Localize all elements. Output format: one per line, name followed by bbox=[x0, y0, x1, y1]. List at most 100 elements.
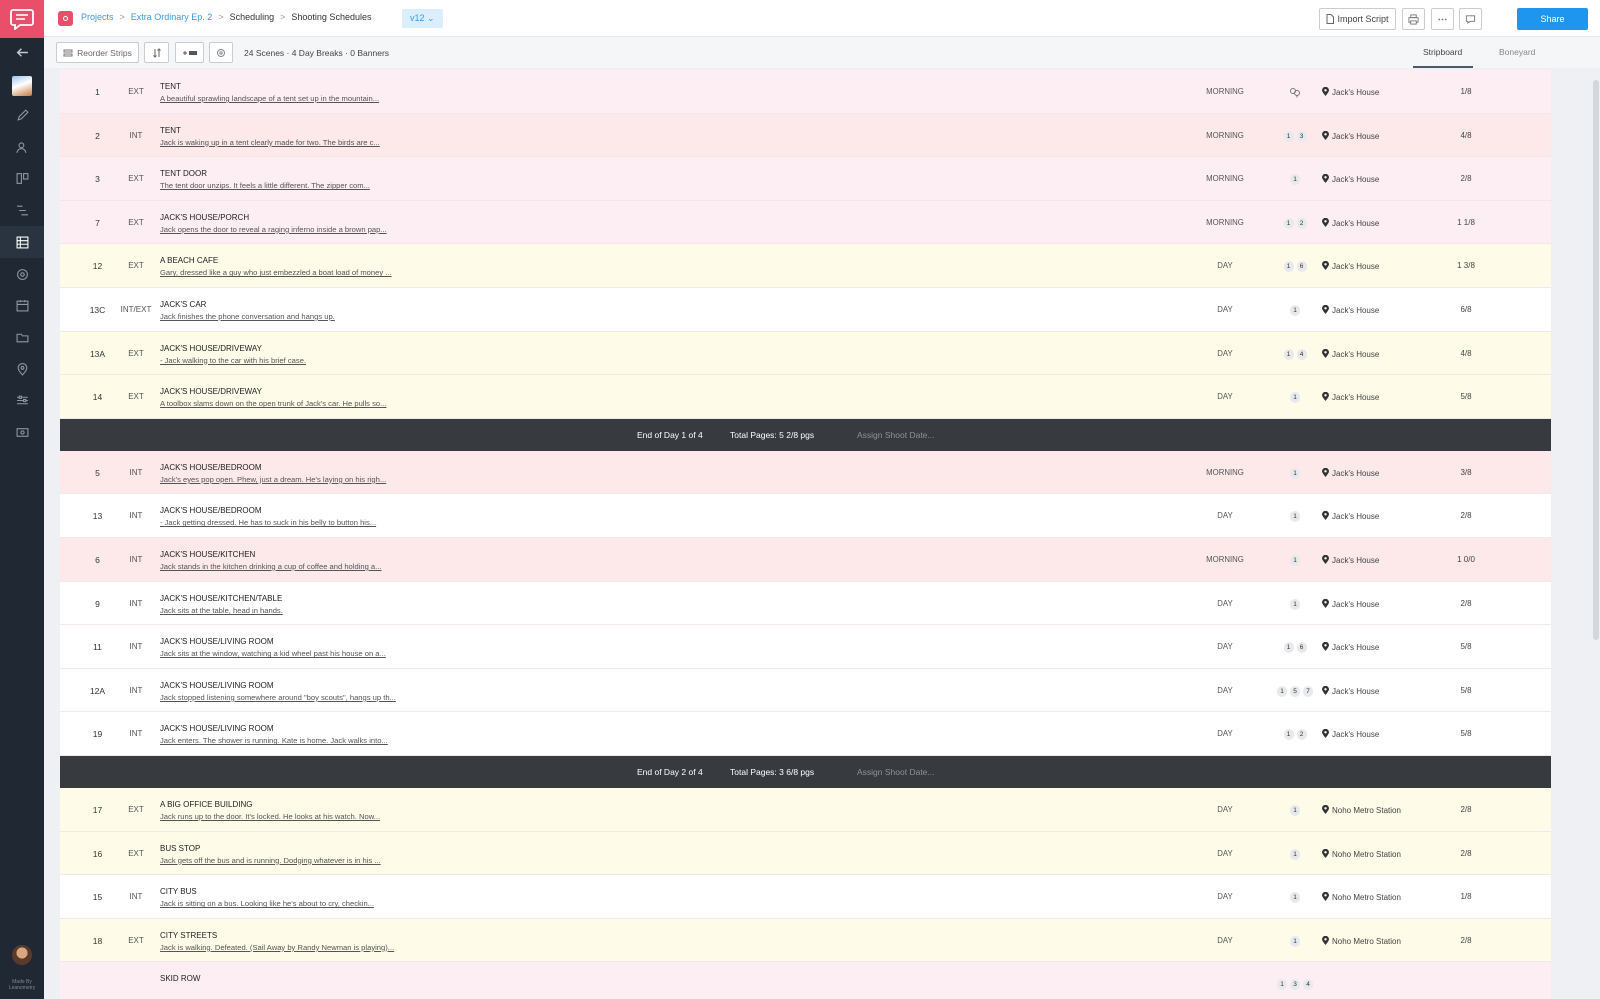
scene-strip[interactable]: 12 EXT A BEACH CAFE Gary, dressed like a gu… bbox=[60, 244, 1551, 288]
scene-description[interactable]: A beautiful sprawling landscape of a ten… bbox=[160, 94, 380, 103]
scene-strip[interactable]: 17 EXT A BIG OFFICE BUILDING Jack runs up t… bbox=[60, 787, 1551, 832]
scene-description[interactable]: Gary, dressed like a guy who just embezz… bbox=[160, 268, 392, 278]
add-day-break-button[interactable] bbox=[175, 42, 204, 63]
sort-button[interactable] bbox=[144, 42, 169, 63]
scene-strip[interactable]: 13A EXT JACK'S HOUSE/DRIVEWAY - Jack walkin… bbox=[60, 331, 1551, 376]
cast-badge[interactable]: 1 bbox=[1290, 554, 1300, 566]
cast-badge[interactable]: 1 bbox=[1283, 217, 1294, 229]
scene-description[interactable]: Jack finishes the phone conversation and… bbox=[160, 311, 335, 321]
gear-icon[interactable] bbox=[0, 258, 44, 290]
scene-strip[interactable]: 3 EXT TENT DOOR The tent door unzips. It fe… bbox=[60, 157, 1551, 201]
storyboard-icon[interactable] bbox=[0, 162, 44, 194]
scene-description[interactable]: Jack sits at the table, head in hands. bbox=[160, 605, 283, 615]
cast-badge[interactable]: 1 bbox=[1290, 511, 1300, 523]
scene-description[interactable]: Jack opens the door to reveal a raging i… bbox=[160, 224, 387, 234]
scene-description[interactable]: Jack is sitting on a bus. Looking like h… bbox=[160, 899, 375, 909]
scene-description[interactable]: A toolbox slams down on the open trunk o… bbox=[160, 399, 387, 409]
cast-badge[interactable]: 2 bbox=[1296, 729, 1307, 741]
breakdown-icon[interactable] bbox=[0, 194, 44, 226]
cast-badge[interactable]: 1 bbox=[1277, 979, 1287, 991]
cast-badge[interactable]: 6 bbox=[1296, 261, 1307, 273]
scene-description[interactable]: Jack enters. The shower is running. Kate… bbox=[160, 736, 388, 746]
reorder-strips-button[interactable]: Reorder Strips bbox=[56, 42, 139, 63]
day-break-banner[interactable]: End of Day 2 of 4 Total Pages: 3 6/8 pgs A… bbox=[60, 755, 1551, 788]
cast-badge[interactable]: 1 bbox=[1290, 892, 1300, 904]
sliders-icon[interactable] bbox=[0, 384, 44, 416]
tab-stripboard[interactable]: Stripboard bbox=[1423, 47, 1463, 57]
assign-shoot-date-link[interactable]: Assign Shoot Date... bbox=[857, 429, 935, 440]
cast-badge[interactable]: 3 bbox=[1290, 979, 1300, 991]
cast-badge[interactable]: 1 bbox=[1290, 804, 1300, 816]
scene-description[interactable]: - Jack getting dressed. He has to suck i… bbox=[160, 518, 377, 528]
project-thumbnail[interactable] bbox=[12, 76, 32, 96]
scene-description[interactable]: Jack is waking up in a tent clearly made… bbox=[160, 137, 380, 147]
cast-badge[interactable]: 1 bbox=[1283, 642, 1294, 654]
scene-strip[interactable]: 15 INT CITY BUS Jack is sitting on a bus. L… bbox=[60, 875, 1551, 919]
cast-badge[interactable]: 1 bbox=[1290, 598, 1300, 610]
scene-strip[interactable]: 14 EXT JACK'S HOUSE/DRIVEWAY A toolbox slam… bbox=[60, 375, 1551, 419]
cast-badge[interactable]: 7 bbox=[1303, 685, 1313, 697]
cast-badge[interactable]: 1 bbox=[1290, 392, 1300, 404]
scene-description[interactable]: Jack stopped listening somewhere around … bbox=[160, 692, 396, 702]
scene-description[interactable]: - Jack walking to the car with his brief… bbox=[160, 355, 307, 365]
scene-strip[interactable]: 18 EXT CITY STREETS Jack is walking. Defeat… bbox=[60, 918, 1551, 963]
scene-description[interactable]: Jack gets off the bus and is running. Do… bbox=[160, 855, 381, 865]
back-arrow-icon[interactable] bbox=[0, 36, 44, 68]
cast-badge[interactable]: 5 bbox=[1290, 685, 1300, 697]
import-script-button[interactable]: Import Script bbox=[1319, 8, 1396, 30]
app-logo[interactable] bbox=[0, 0, 44, 38]
people-icon[interactable] bbox=[0, 131, 44, 163]
cast-badge[interactable]: 1 bbox=[1277, 685, 1287, 697]
tab-boneyard[interactable]: Boneyard bbox=[1499, 47, 1536, 57]
user-avatar[interactable] bbox=[12, 945, 32, 965]
day-break-banner[interactable]: End of Day 1 of 4 Total Pages: 5 2/8 pgs A… bbox=[60, 418, 1551, 451]
scene-strip[interactable]: 19 INT JACK'S HOUSE/LIVING ROOM Jack enters… bbox=[60, 712, 1551, 756]
scene-description[interactable]: The tent door unzips. It feels a little … bbox=[160, 181, 370, 191]
dollar-icon[interactable] bbox=[0, 416, 44, 448]
scrollbar-thumb[interactable] bbox=[1593, 80, 1599, 640]
breadcrumb-item[interactable]: Projects bbox=[81, 12, 114, 22]
cast-badge[interactable]: 1 bbox=[1283, 130, 1294, 142]
scene-strip[interactable]: 13C INT/EXT JACK'S CAR Jack finishes the ph… bbox=[60, 287, 1551, 332]
scene-description[interactable]: Jack sits at the window, watching a kid … bbox=[160, 649, 386, 659]
scene-strip[interactable]: 16 EXT BUS STOP Jack gets off the bus and i… bbox=[60, 831, 1551, 876]
version-dropdown[interactable]: v12 ⌄ bbox=[402, 9, 443, 28]
cast-badge[interactable]: 1 bbox=[1283, 261, 1294, 273]
breadcrumb-item[interactable]: Extra Ordinary Ep. 2 bbox=[130, 12, 213, 22]
scrollbar[interactable] bbox=[1592, 70, 1600, 999]
cast-badge[interactable]: 1 bbox=[1290, 467, 1300, 479]
scene-strip[interactable]: 12A INT JACK'S HOUSE/LIVING ROOM Jack stopp… bbox=[60, 668, 1551, 713]
scene-strip[interactable]: 6 INT JACK'S HOUSE/KITCHEN Jack stands in t… bbox=[60, 537, 1551, 582]
cast-badge[interactable]: 6 bbox=[1296, 642, 1307, 654]
scene-strip[interactable]: 9 INT JACK'S HOUSE/KITCHEN/TABLE Jack sits … bbox=[60, 581, 1551, 626]
scene-description[interactable]: Jack runs up to the door. It's locked. H… bbox=[160, 811, 381, 821]
more-options-button[interactable] bbox=[1431, 8, 1454, 30]
comments-button[interactable] bbox=[1459, 8, 1482, 30]
cast-badge[interactable]: 1 bbox=[1290, 935, 1300, 947]
project-icon[interactable] bbox=[58, 11, 73, 26]
scene-description[interactable]: Jack is walking. Defeated. (Sail Away by… bbox=[160, 942, 395, 952]
scene-strip[interactable]: 13 INT JACK'S HOUSE/BEDROOM - Jack getting … bbox=[60, 494, 1551, 538]
share-button[interactable]: Share bbox=[1517, 8, 1588, 30]
assign-shoot-date-link[interactable]: Assign Shoot Date... bbox=[857, 766, 935, 777]
cast-badge[interactable]: 1 bbox=[1290, 848, 1300, 860]
cast-badge[interactable]: 4 bbox=[1303, 979, 1313, 991]
scene-strip[interactable]: 7 EXT JACK'S HOUSE/PORCH Jack opens the doo… bbox=[60, 200, 1551, 245]
cast-badge[interactable]: 2 bbox=[1296, 217, 1307, 229]
calendar-icon[interactable] bbox=[0, 289, 44, 321]
scene-strip[interactable]: 1 EXT TENT A beautiful sprawling landscape … bbox=[60, 70, 1551, 114]
folder-icon[interactable] bbox=[0, 321, 44, 353]
scene-strip[interactable]: 2 INT TENT Jack is waking up in a tent clea… bbox=[60, 113, 1551, 158]
scene-strip[interactable]: 5 INT JACK'S HOUSE/BEDROOM Jack's eyes pop … bbox=[60, 450, 1551, 495]
cast-badge[interactable]: 4 bbox=[1296, 348, 1307, 360]
scene-strip[interactable]: 11 INT JACK'S HOUSE/LIVING ROOM Jack sits a… bbox=[60, 625, 1551, 669]
pencil-icon[interactable] bbox=[0, 99, 44, 131]
print-button[interactable] bbox=[1402, 8, 1425, 30]
scene-description[interactable]: Jack stands in the kitchen drinking a cu… bbox=[160, 561, 382, 571]
scene-strip[interactable]: SKID ROW 1 3 4 bbox=[60, 962, 1551, 999]
cast-badge[interactable]: 1 bbox=[1290, 174, 1300, 186]
cast-badge[interactable]: 1 bbox=[1290, 304, 1300, 316]
cast-badge[interactable]: 1 bbox=[1283, 729, 1294, 741]
location-pin-icon[interactable] bbox=[0, 353, 44, 385]
scene-description[interactable]: Jack's eyes pop open. Phew, just a dream… bbox=[160, 474, 387, 484]
